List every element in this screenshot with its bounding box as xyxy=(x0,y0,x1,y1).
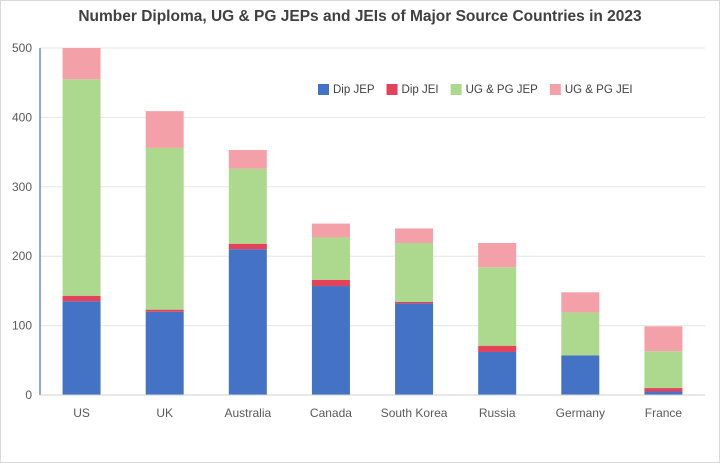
bar-ug-pg-jep-south-korea xyxy=(395,243,434,303)
bars xyxy=(62,48,683,395)
bar-dip-jei-australia xyxy=(228,243,267,250)
x-tick-label: Canada xyxy=(310,406,352,420)
bar-ug-pg-jep-germany xyxy=(561,312,600,356)
legend-swatch xyxy=(450,84,462,95)
bar-ug-pg-jei-russia xyxy=(478,243,517,268)
legend-label: UG & PG JEI xyxy=(565,84,633,96)
x-tick-label: Australia xyxy=(224,406,271,420)
y-tick-label: 400 xyxy=(12,110,32,124)
bar-dip-jep-canada xyxy=(311,286,350,395)
legend-swatch xyxy=(549,84,561,95)
bar-ug-pg-jep-australia xyxy=(228,168,267,244)
y-tick-label: 100 xyxy=(12,319,32,333)
bar-ug-pg-jep-uk xyxy=(145,147,184,310)
x-tick-label: UK xyxy=(156,406,173,420)
bar-dip-jei-russia xyxy=(478,345,517,352)
x-tick-labels: US UK Australia Canada South Korea Russia Germ… xyxy=(73,406,682,420)
legend-swatch xyxy=(386,84,398,95)
chart-title: Number Diploma, UG & PG JEPs and JEIs of… xyxy=(78,8,642,25)
legend-swatch xyxy=(318,84,329,95)
x-tick-label: France xyxy=(645,406,683,420)
bar-ug-pg-jei-france xyxy=(644,326,683,352)
y-tick-label: 300 xyxy=(12,180,32,194)
y-tick-label: 500 xyxy=(12,41,32,55)
y-tick-label: 0 xyxy=(25,388,32,402)
bar-dip-jei-uk xyxy=(145,309,184,312)
bar-ug-pg-jei-canada xyxy=(311,223,350,238)
bar-dip-jep-south-korea xyxy=(395,303,434,395)
axes xyxy=(39,48,705,396)
y-tick-labels: 0 100 200 300 400 500 xyxy=(12,41,32,402)
legend-label: UG & PG JEP xyxy=(466,84,539,96)
bar-dip-jei-france xyxy=(644,388,683,392)
bar-dip-jep-uk xyxy=(145,311,184,395)
bar-dip-jep-germany xyxy=(561,355,600,395)
bar-ug-pg-jei-us xyxy=(62,48,101,80)
bar-dip-jep-australia xyxy=(228,249,267,395)
bar-dip-jei-canada xyxy=(311,279,350,287)
bar-dip-jei-south-korea xyxy=(395,302,434,304)
bar-ug-pg-jep-russia xyxy=(478,267,517,346)
bar-ug-pg-jep-france xyxy=(644,351,683,389)
bar-ug-pg-jei-south-korea xyxy=(395,228,434,244)
legend-label: Dip JEP xyxy=(333,84,375,96)
bar-dip-jei-us xyxy=(62,295,101,302)
bar-ug-pg-jep-us xyxy=(62,79,101,296)
bar-ug-pg-jei-uk xyxy=(145,111,184,148)
x-tick-label: US xyxy=(73,406,90,420)
bar-dip-jep-russia xyxy=(478,351,517,395)
y-tick-label: 200 xyxy=(12,249,32,263)
bar-ug-pg-jep-canada xyxy=(311,237,350,280)
x-tick-label: Russia xyxy=(479,406,516,420)
legend-label: Dip JEI xyxy=(402,84,439,96)
x-tick-label: Germany xyxy=(556,406,605,420)
legend: Dip JEP Dip JEI UG & PG JEP UG & PG JEI xyxy=(318,84,633,96)
bar-ug-pg-jei-germany xyxy=(561,292,600,313)
bar-dip-jep-france xyxy=(644,391,683,395)
x-tick-label: South Korea xyxy=(381,406,448,420)
bar-ug-pg-jei-australia xyxy=(228,150,267,169)
bar-dip-jep-us xyxy=(62,301,101,395)
